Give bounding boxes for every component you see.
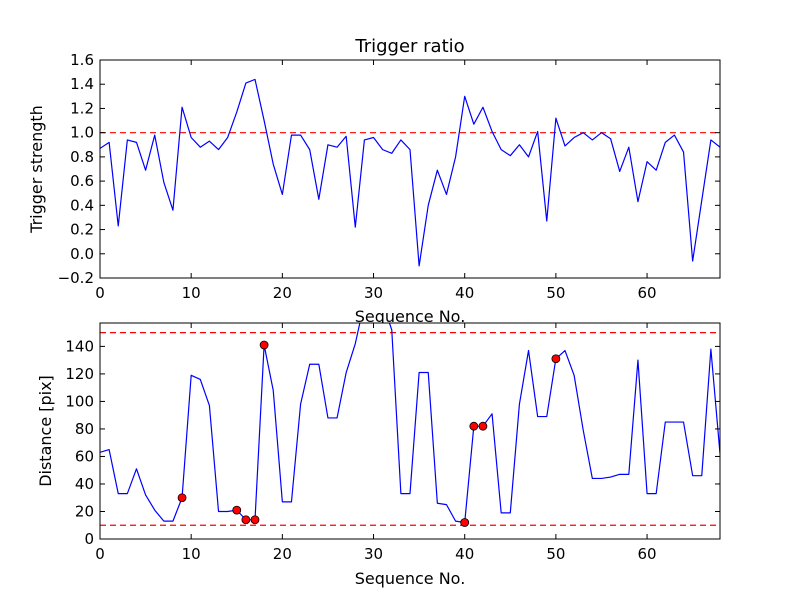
data-point-marker-8: [551, 354, 561, 364]
y-tick-label: 0.2: [70, 221, 94, 239]
x-tick-label: 50: [546, 284, 565, 302]
y-axis-label: Trigger strength: [27, 105, 46, 234]
data-point-marker-6: [469, 421, 479, 431]
x-tick-label: 0: [95, 545, 105, 563]
data-point-marker-1: [232, 505, 242, 515]
y-tick-label: 120: [65, 365, 94, 383]
y-tick-label: −0.2: [58, 269, 94, 287]
x-tick-label: 10: [182, 284, 201, 302]
x-axis-label: Sequence No.: [355, 307, 466, 326]
y-tick-label: 0.0: [70, 245, 94, 263]
plot-background: [100, 60, 720, 278]
x-tick-label: 40: [455, 284, 474, 302]
x-tick-label: 30: [364, 545, 383, 563]
x-tick-label: 20: [273, 284, 292, 302]
y-tick-label: 40: [75, 475, 94, 493]
y-tick-label: 1.6: [70, 51, 94, 69]
data-point-marker-5: [460, 518, 470, 527]
series-line: [100, 78, 720, 267]
y-tick-label: 1.0: [70, 124, 94, 142]
x-tick-label: 60: [638, 284, 657, 302]
y-tick-label: 80: [75, 420, 94, 438]
x-tick-label: 30: [364, 284, 383, 302]
y-tick-label: 60: [75, 447, 94, 465]
distance-plot: 0 10 20 30 40 50 60 0 20 40 60 80 100 120 140 Sequenc…: [36, 322, 721, 588]
data-point-marker-7: [478, 421, 488, 431]
series-line: [100, 323, 720, 524]
trigger-ratio-plot: 0 10 20 30 40 50 60 −0.2 0.0 0.2 0.4 0.6 0.8 1.0 1.2 1…: [27, 36, 721, 326]
plot-frame: [99, 322, 721, 540]
y-tick-label: 0.4: [70, 196, 94, 214]
y-tick-label: 1.2: [70, 99, 94, 117]
x-axis-label: Sequence No.: [355, 569, 466, 588]
y-tick-label: 140: [65, 337, 94, 355]
x-tick-label: 20: [273, 545, 292, 563]
plot-background: [100, 323, 720, 539]
data-point-marker-2: [241, 515, 251, 525]
data-point-marker-0: [177, 493, 187, 503]
y-tick-label: 0: [84, 530, 94, 548]
chart-title: Trigger ratio: [354, 36, 464, 57]
data-point-marker-3: [250, 515, 260, 525]
y-tick-label: 100: [65, 392, 94, 410]
y-axis-label: Distance [pix]: [36, 375, 55, 487]
x-tick-label: 60: [638, 545, 657, 563]
y-tick-label: 1.4: [70, 75, 94, 93]
y-tick-label: 0.6: [70, 172, 94, 190]
y-tick-label: 20: [75, 502, 94, 520]
plot-frame: [99, 59, 721, 279]
data-point-marker-4: [259, 340, 269, 350]
x-tick-label: 0: [95, 284, 105, 302]
y-tick-label: 0.8: [70, 148, 94, 166]
x-tick-label: 10: [182, 545, 201, 563]
x-tick-label: 40: [455, 545, 474, 563]
x-tick-label: 50: [546, 545, 565, 563]
